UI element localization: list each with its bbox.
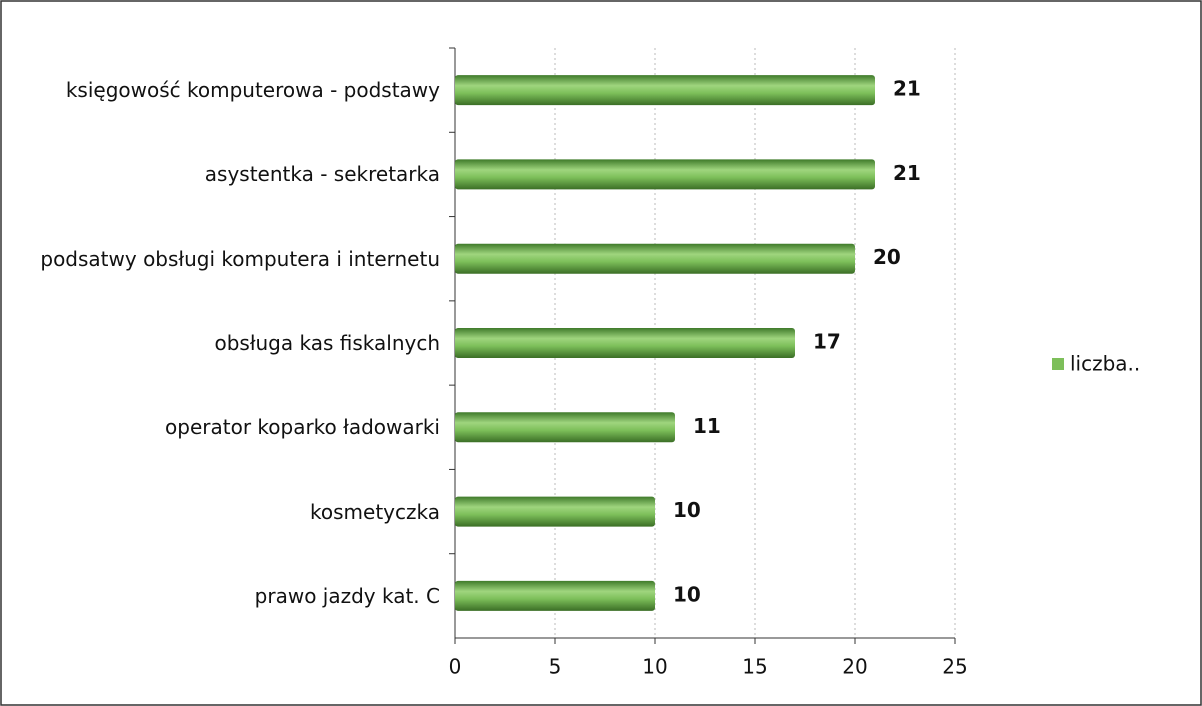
value-label: 10 (673, 582, 701, 606)
value-label: 17 (813, 330, 841, 354)
bar (455, 580, 655, 611)
value-label: 20 (873, 245, 901, 269)
bar (455, 328, 795, 358)
bar (455, 243, 855, 274)
x-tick-label: 25 (942, 655, 967, 679)
bar (455, 75, 875, 106)
x-tick-label: 5 (549, 655, 562, 679)
value-label: 21 (893, 77, 921, 101)
value-label: 21 (893, 161, 921, 185)
y-tick-label: prawo jazdy kat. C (254, 583, 440, 608)
y-tick-label: operator koparko ładowarki (165, 415, 440, 440)
value-label: 11 (693, 414, 721, 438)
bar (455, 496, 655, 527)
bar (455, 159, 875, 190)
y-tick-label: kosmetyczka (310, 499, 440, 524)
y-tick-label: podsatwy obsługi komputera i internetu (40, 246, 440, 271)
y-tick-label: księgowość komputerowa - podstawy (65, 78, 440, 103)
y-tick-label: obsługa kas fiskalnych (214, 331, 440, 355)
y-tick-label: asystentka - sekretarka (204, 162, 440, 187)
x-tick-label: 0 (449, 655, 462, 679)
x-tick-label: 10 (642, 655, 667, 679)
bar (455, 412, 675, 443)
legend-swatch (1052, 358, 1064, 370)
legend-label: liczba.. (1070, 352, 1140, 376)
x-tick-label: 15 (742, 655, 767, 679)
value-label: 10 (673, 498, 701, 522)
x-tick-label: 20 (842, 655, 867, 679)
